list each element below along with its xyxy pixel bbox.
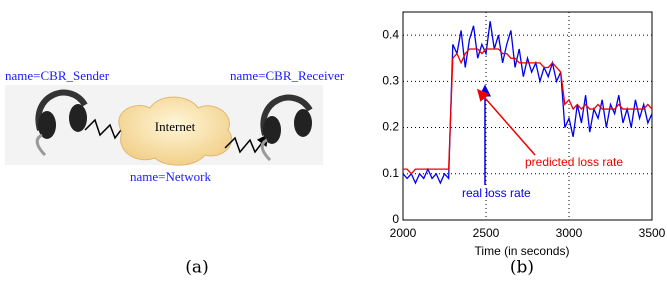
x-axis-label: Time (in seconds) [475,244,570,258]
figure: name=CBR_Sender name=CBR_Receiver Intern… [0,0,667,281]
x-tick-label: 3500 [639,226,666,240]
y-tick-label: 0 [392,212,399,226]
y-tick-label: 0.4 [382,27,399,41]
y-tick-label: 0.3 [382,74,399,88]
cloud-label: Internet [155,119,196,134]
caption: (a) [185,258,208,278]
diagram: name=CBR_Sender name=CBR_Receiver Intern… [5,68,345,278]
series-annotation: real loss rate [462,186,531,200]
network-label: name=Network [130,169,211,184]
x-tick-label: 3000 [556,226,583,240]
annotation-arrow [478,90,535,155]
sender-label: name=CBR_Sender [5,68,110,83]
x-tick-label: 2500 [473,226,500,240]
series-annotation: predicted loss rate [525,155,623,169]
caption: (b) [510,258,534,278]
x-tick-label: 2000 [390,226,417,240]
chart: (b) Time (in seconds) 0 0.1 0.2 0.3 0.4 2000 2… [382,12,665,278]
y-tick-label: 0.1 [382,166,399,180]
receiver-label: name=CBR_Receiver [230,68,345,83]
y-tick-label: 0.2 [382,120,399,134]
